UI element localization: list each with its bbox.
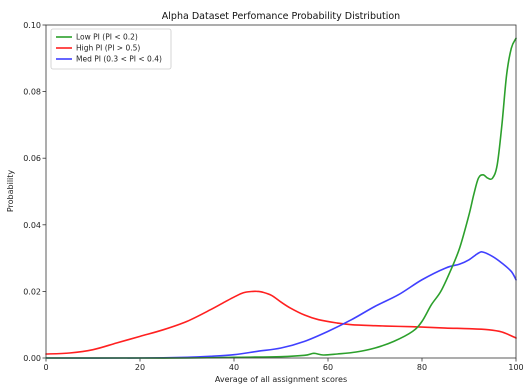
plot-background [46,25,516,358]
y-tick-label: 0.00 [23,354,41,363]
y-tick-label: 0.02 [23,287,41,296]
x-tick-label: 0 [43,363,48,372]
y-tick-label: 0.04 [23,221,41,230]
x-tick-label: 20 [135,363,145,372]
series-line-0 [45,37,517,359]
series-line-2 [45,251,517,359]
x-tick-label: 100 [508,363,523,372]
axis-ticks: 0 20 40 60 80 100 0.00 0.02 0.04 0.06 0.08 0.10 [23,21,523,372]
series-lines [45,37,517,359]
chart-title: Alpha Dataset Perfomance Probability Dis… [162,11,400,22]
y-tick-label: 0.06 [23,154,41,163]
y-axis-title: Probability [6,170,15,213]
legend-label: Low PI (PI < 0.2) [76,33,138,42]
y-tick-label: 0.08 [23,88,41,97]
legend: Low PI (PI < 0.2) High PI (PI > 0.5) Med P… [50,28,172,70]
y-tick-label: 0.10 [23,21,41,30]
series-line-1 [45,290,517,355]
x-tick-label: 40 [229,363,239,372]
x-tick-label: 60 [323,363,333,372]
legend-label: High PI (PI > 0.5) [76,44,140,53]
legend-label: Med PI (0.3 < PI < 0.4) [76,55,162,64]
x-axis-title: Average of all assignment scores [215,375,347,384]
plot-frame [45,24,517,359]
legend-box [50,28,172,70]
x-tick-label: 80 [417,363,427,372]
